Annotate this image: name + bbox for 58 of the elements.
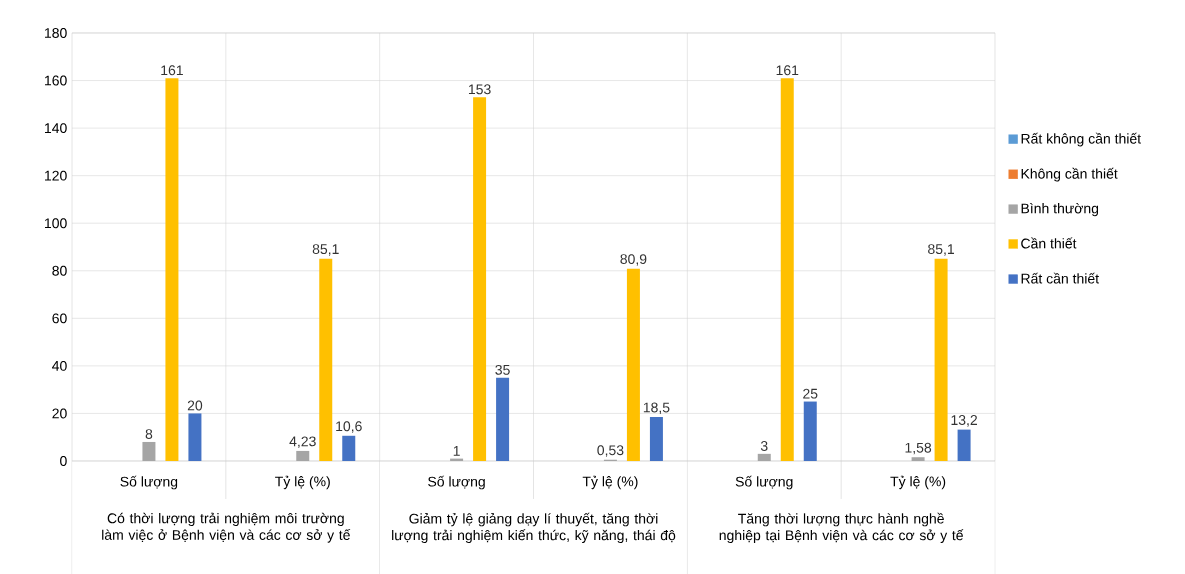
bar [296,450,310,461]
data-label: 8 [145,429,153,440]
y-tick-label: 180 [45,28,67,38]
data-label: 35 [495,364,510,375]
data-label: 10,6 [336,421,362,433]
text: Giảm tỷ lệ giảng dạy lí thuyết, tăng thời lượng trải nghiệm kiến thức, kỹ năng, thái độ [392,512,676,544]
legend-label: Bình thường [1021,202,1099,217]
data-label: 20 [187,400,203,411]
data-label: 1 [453,446,460,456]
x-tick-label: Tỷ lệ (%) [582,475,638,490]
data-label: 80,9 [620,254,647,266]
x-tick-label: Số lượng [428,475,485,490]
y-tick-label: 80 [52,265,67,276]
bar [757,453,771,461]
legend-label: Không cần thiết [1021,167,1118,182]
data-label: 18,5 [643,402,670,415]
x-tick-label: Tỷ lệ (%) [890,475,946,490]
bar [165,78,179,461]
x-tick-label: Số lượng [735,475,793,490]
legend-label: Cần thiết [1021,237,1077,249]
x-tick-label: Tỷ lệ (%) [275,475,330,490]
data-label: 85,1 [928,244,955,256]
bar [188,413,202,461]
data-label: 161 [776,65,799,76]
data-label: 25 [803,388,818,399]
data-label: 4,23 [289,436,316,448]
bar [957,429,971,461]
bar [496,377,510,461]
y-tick-label: 20 [52,408,67,419]
data-label: 13,2 [951,415,977,427]
x-tick-label: Số lượng [120,475,178,490]
y-tick-label: 100 [45,218,67,229]
bar [473,97,487,461]
data-label: 3 [760,441,768,451]
bar [803,401,817,461]
bar [649,417,663,461]
bar [319,258,333,461]
y-tick-label: 40 [52,360,67,371]
y-tick-label: 60 [52,313,67,324]
data-label: 85,1 [312,244,339,256]
text: Tăng thời lượng thực hành nghề nghiệp tại Bệnh viện và các cơ sở y tế [719,512,964,544]
y-tick-label: 0 [60,456,67,466]
y-tick-label: 160 [45,75,67,86]
y-tick-label: 120 [45,170,67,181]
bar [142,441,156,461]
bar [780,78,794,461]
data-label: 0,53 [597,445,624,457]
bar [911,457,925,461]
bar [626,268,640,461]
bar [342,435,356,461]
data-label: 161 [161,65,183,76]
legend-label: Rất cần thiết [1021,272,1099,284]
bar [934,258,948,461]
text: Có thời lượng trải nghiệm môi trường làm việc ở Bệnh viện và các cơ sở y tế [102,512,351,543]
data-label: 153 [468,84,491,95]
legend-label: Rất không cần thiết [1021,132,1141,147]
y-tick-label: 140 [45,123,67,134]
data-label: 1,58 [905,442,932,455]
